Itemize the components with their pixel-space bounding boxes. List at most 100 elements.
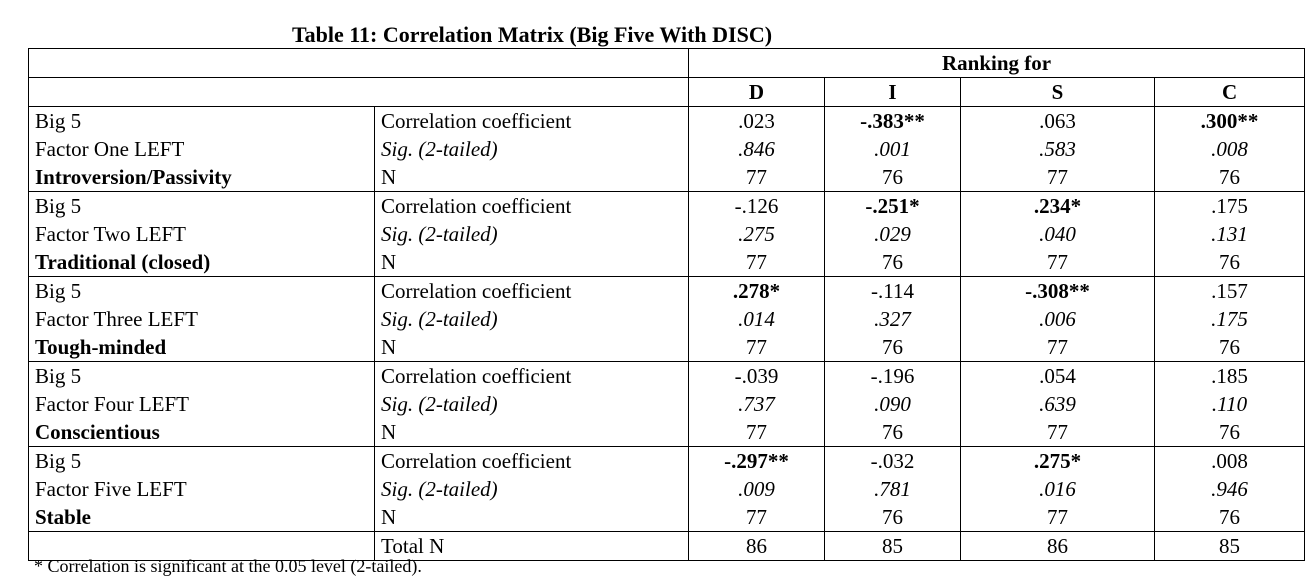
correlation-value: .023 (738, 109, 775, 133)
total-n-value-i: 85 (824, 531, 961, 561)
value-cell-d: .278* .014 77 (688, 276, 825, 362)
n-value: 77 (1047, 420, 1068, 444)
factor-trait: Tough-minded (35, 335, 167, 359)
correlation-value: -.126 (734, 194, 779, 218)
value-cell-c: .185 .110 76 (1153, 361, 1306, 447)
n-value: 77 (746, 335, 767, 359)
n-label: N (381, 335, 397, 359)
header-blank-cell (28, 77, 689, 107)
total-n-value-d: 86 (688, 531, 825, 561)
table-title: Table 11: Correlation Matrix (Big Five W… (291, 22, 773, 47)
column-header-s: S (960, 77, 1155, 107)
factor-row: Big 5 Factor Four LEFT Conscientious Correl… (28, 361, 1306, 447)
significance-value: .583 (1039, 137, 1076, 161)
factor-name: Factor Two LEFT (35, 222, 186, 246)
column-header-d: D (688, 77, 825, 107)
correlation-coefficient-label: Correlation coefficient (381, 194, 572, 218)
n-value: 77 (746, 420, 767, 444)
value-cell-s: -.308** .006 77 (960, 276, 1155, 362)
n-label: N (381, 420, 397, 444)
n-value: 76 (882, 505, 903, 529)
value-cell-d: .023 .846 77 (688, 106, 825, 192)
n-value: 77 (746, 250, 767, 274)
factor-trait: Introversion/Passivity (35, 165, 232, 189)
value-cell-i: -.251* .029 76 (824, 191, 961, 277)
value-cell-d: -.039 .737 77 (688, 361, 825, 447)
value-cell-i: -.383** .001 76 (824, 106, 961, 192)
significance-value: .001 (874, 137, 911, 161)
n-value: 76 (882, 420, 903, 444)
column-header-c: C (1153, 77, 1306, 107)
correlation-value: .278* (732, 279, 781, 303)
correlation-value: -.039 (734, 364, 779, 388)
value-cell-c: .008 .946 76 (1153, 446, 1306, 532)
n-value: 76 (882, 165, 903, 189)
n-value: 76 (1219, 165, 1241, 189)
significance-value: .737 (738, 392, 775, 416)
factor-label-cell: Big 5 Factor Three LEFT Tough-minded (28, 276, 375, 362)
significance-value: .014 (738, 307, 775, 331)
n-value: 76 (1219, 250, 1241, 274)
correlation-coefficient-label: Correlation coefficient (381, 449, 572, 473)
significance-value: .110 (1211, 392, 1248, 416)
correlation-coefficient-label: Correlation coefficient (381, 109, 572, 133)
factor-label-cell: Big 5 Factor One LEFT Introversion/Passivi… (28, 106, 375, 192)
ranking-for-header: Ranking for (687, 48, 1306, 78)
total-n-value-c: 85 (1153, 531, 1306, 561)
factor-row: Big 5 Factor Two LEFT Traditional (closed)… (28, 191, 1306, 277)
value-cell-d: -.297** .009 77 (688, 446, 825, 532)
significance-value: .016 (1039, 477, 1076, 501)
correlation-value: -.196 (870, 364, 915, 388)
significance-label: Sig. (2-tailed) (381, 307, 498, 331)
column-header-i: I (824, 77, 961, 107)
factor-group-label: Big 5 (35, 279, 82, 303)
significance-label: Sig. (2-tailed) (381, 392, 498, 416)
significance-value: .008 (1211, 137, 1248, 161)
factor-group-label: Big 5 (35, 449, 82, 473)
total-n-label: Total N (374, 531, 689, 561)
factor-row: Big 5 Factor One LEFT Introversion/Passivi… (28, 106, 1306, 192)
n-value: 77 (746, 505, 767, 529)
statistic-label-cell: Correlation coefficient Sig. (2-tailed) N (374, 191, 689, 277)
factor-label-cell: Big 5 Factor Two LEFT Traditional (closed) (28, 191, 375, 277)
significance-value: .040 (1039, 222, 1076, 246)
significance-value: .131 (1211, 222, 1248, 246)
significance-value: .090 (874, 392, 911, 416)
statistic-label-cell: Correlation coefficient Sig. (2-tailed) N (374, 446, 689, 532)
factor-trait: Stable (35, 505, 92, 529)
correlation-value: -.251* (865, 194, 920, 218)
significance-label: Sig. (2-tailed) (381, 137, 498, 161)
n-value: 76 (882, 250, 903, 274)
factor-row: Big 5 Factor Five LEFT Stable Correlation c… (28, 446, 1306, 532)
significance-value: .781 (874, 477, 911, 501)
correlation-coefficient-label: Correlation coefficient (381, 364, 572, 388)
correlation-value: .234* (1033, 194, 1082, 218)
n-label: N (381, 505, 397, 529)
correlation-coefficient-label: Correlation coefficient (381, 279, 572, 303)
total-n-value-s: 86 (960, 531, 1155, 561)
factor-name: Factor Four LEFT (35, 392, 189, 416)
factor-group-label: Big 5 (35, 109, 82, 133)
n-value: 77 (1047, 165, 1068, 189)
n-value: 76 (1219, 335, 1241, 359)
significance-label: Sig. (2-tailed) (381, 222, 498, 246)
correlation-value: .300** (1200, 109, 1259, 133)
significance-value: .275 (738, 222, 775, 246)
correlation-value: -.308** (1025, 279, 1090, 303)
n-value: 77 (1047, 250, 1068, 274)
ranking-header-row: Ranking for (28, 48, 1306, 78)
correlation-value: -.383** (860, 109, 925, 133)
factor-row: Big 5 Factor Three LEFT Tough-minded Correl… (28, 276, 1306, 362)
n-value: 77 (746, 165, 767, 189)
significance-footnote: * Correlation is significant at the 0.05… (34, 556, 422, 576)
factor-trait: Conscientious (35, 420, 160, 444)
statistic-label-cell: Correlation coefficient Sig. (2-tailed) N (374, 276, 689, 362)
significance-value: .175 (1211, 307, 1248, 331)
statistic-label-cell: Correlation coefficient Sig. (2-tailed) N (374, 106, 689, 192)
significance-value: .846 (738, 137, 775, 161)
significance-value: .327 (874, 307, 911, 331)
value-cell-s: .054 .639 77 (960, 361, 1155, 447)
n-value: 76 (1219, 505, 1241, 529)
n-value: 76 (882, 335, 903, 359)
n-value: 77 (1047, 335, 1068, 359)
